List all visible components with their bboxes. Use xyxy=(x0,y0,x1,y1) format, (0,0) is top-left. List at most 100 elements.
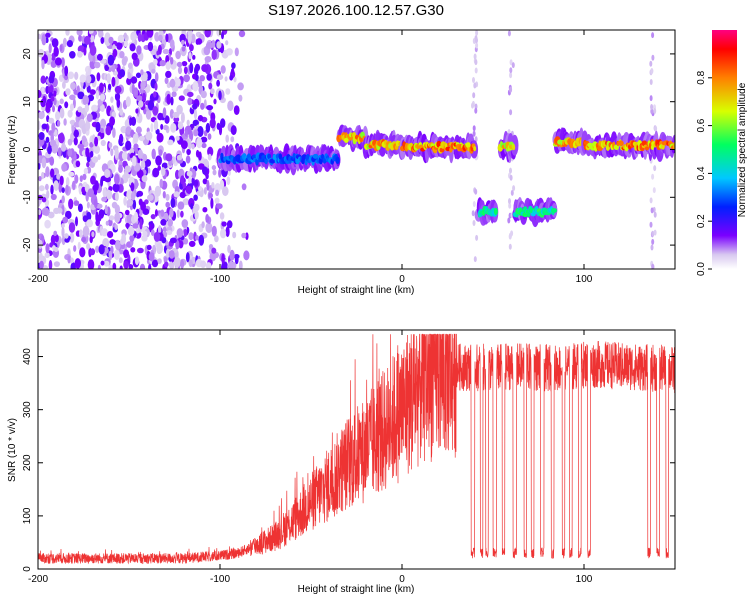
snr-y-tick-label: 300 xyxy=(22,401,33,418)
spectrogram-noise-cell xyxy=(61,227,65,238)
spectrogram-noise-cell xyxy=(83,167,89,175)
spectrogram-streak-cell xyxy=(472,125,476,132)
spectrogram-streak-cell xyxy=(651,238,655,245)
spectrogram-noise-cell xyxy=(202,178,208,185)
spectrogram-streak-cell xyxy=(651,230,655,237)
spectrogram-noise-cell xyxy=(224,76,228,82)
spectrogram-noise-cell xyxy=(82,225,90,237)
spectrogram-noise-cell xyxy=(173,191,180,198)
spectrogram-streak-cell xyxy=(653,165,657,172)
spectrogram-noise-cell xyxy=(160,219,167,226)
spectrogram-ridge-cell xyxy=(512,144,516,151)
spectrogram-noise-cell xyxy=(104,64,110,72)
spectrogram-noise-cell xyxy=(114,224,118,231)
spectrogram-noise-cell xyxy=(155,128,160,135)
spectrogram-noise-cell xyxy=(173,116,180,123)
spectrogram-noise-cell xyxy=(219,179,225,190)
spectrogram-noise-cell xyxy=(214,235,219,243)
spectrogram-noise-cell xyxy=(77,203,83,213)
spectrogram-noise-cell xyxy=(41,35,47,46)
spectrogram-noise-cell xyxy=(100,36,105,45)
spectrogram-noise-cell xyxy=(233,76,237,83)
spectrogram-y-tick-label: 20 xyxy=(22,48,33,60)
spectrogram-ridge-cell xyxy=(645,146,649,151)
spectrogram-noise-cell xyxy=(204,30,211,38)
spectrogram-noise-cell xyxy=(121,151,128,161)
spectrogram-noise-cell xyxy=(101,196,107,202)
spectrogram-streak-cell xyxy=(472,38,476,44)
spectrogram-noise-cell xyxy=(165,33,169,43)
spectrogram-noise-cell xyxy=(100,104,105,112)
spectrogram-noise-cell xyxy=(68,222,76,233)
spectrogram-noise-cell xyxy=(188,52,192,60)
spectrogram-noise-cell xyxy=(130,116,137,127)
spectrogram-streak-cell xyxy=(651,32,655,39)
spectrogram-noise-cell xyxy=(137,247,144,254)
spectrogram-noise-cell xyxy=(166,230,173,236)
spectrogram-noise-cell xyxy=(193,109,198,120)
spectrogram-noise-cell xyxy=(118,164,123,173)
spectrogram-noise-cell xyxy=(117,34,125,43)
spectrogram-streak-cell xyxy=(512,185,516,192)
spectrogram-noise-cell xyxy=(203,99,207,109)
spectrogram-noise-cell xyxy=(61,223,65,229)
spectrogram-noise-cell xyxy=(109,116,115,126)
spectrogram-noise-cell xyxy=(91,231,95,238)
spectrogram-noise-cell xyxy=(61,205,65,216)
spectrogram-noise-cell xyxy=(238,30,246,38)
spectrogram-noise-cell xyxy=(132,199,137,210)
spectrogram-noise-cell xyxy=(138,113,143,123)
spectrogram-noise-cell xyxy=(81,186,86,194)
spectrogram-streak-cell xyxy=(471,210,475,217)
spectrogram-noise-cell xyxy=(183,228,188,238)
spectrogram-noise-cell xyxy=(178,240,184,249)
spectrogram-noise-cell xyxy=(100,139,106,147)
spectrogram-noise-cell xyxy=(123,40,129,47)
spectrogram-x-tick-label: 0 xyxy=(399,274,405,285)
spectrogram-noise-cell xyxy=(82,173,87,181)
spectrogram-noise-cell xyxy=(53,46,59,57)
colorbar-tick-label: 0.4 xyxy=(696,166,707,180)
spectrogram-noise-cell xyxy=(208,244,214,250)
spectrogram-noise-cell xyxy=(118,257,123,264)
spectrogram-y-ticks: -20 -10 0 10 20 xyxy=(22,48,675,252)
spectrogram-noise-cell xyxy=(81,236,87,243)
spectrogram-noise-cell xyxy=(184,129,188,137)
spectrogram-noise-cell xyxy=(198,234,205,246)
spectrogram-noise-cell xyxy=(58,132,65,144)
spectrogram-noise-cell xyxy=(130,247,136,253)
spectrogram-noise-cell xyxy=(125,209,130,216)
spectrogram-noise-cell xyxy=(180,210,184,218)
spectrogram-noise-cell xyxy=(194,179,199,187)
spectrogram-ridge-cell xyxy=(267,153,272,160)
spectrogram-noise-cell xyxy=(120,238,125,245)
spectrogram-streak-cell xyxy=(649,60,653,67)
spectrogram-noise-cell xyxy=(156,132,164,143)
spectrogram-noise-cell xyxy=(130,31,137,42)
spectrogram-y-tick-label: 0 xyxy=(22,146,33,152)
spectrogram-noise-cell xyxy=(108,250,113,261)
spectrogram-noise-cell xyxy=(92,184,97,192)
spectrogram-streak-cell xyxy=(473,82,477,89)
spectrogram-noise-cell xyxy=(61,163,67,172)
spectrogram-noise-cell xyxy=(56,173,61,180)
spectrogram-streak-cell xyxy=(474,59,478,66)
spectrogram-noise-cell xyxy=(90,150,94,158)
spectrogram-noise-cell xyxy=(238,94,243,102)
spectrogram-noise-cell xyxy=(198,151,202,161)
spectrogram-noise-cell xyxy=(175,135,180,141)
spectrogram-noise-cell xyxy=(162,124,169,131)
spectrogram-streak-cell xyxy=(650,108,654,115)
spectrogram-noise-cell xyxy=(54,57,62,66)
spectrogram-noise-cell xyxy=(38,48,45,58)
spectrogram-noise-cell xyxy=(110,148,114,157)
spectrogram-noise-cell xyxy=(164,77,169,85)
spectrogram-noise-cell xyxy=(210,88,215,95)
spectrogram-noise-cell xyxy=(38,175,42,182)
spectrogram-noise-cell xyxy=(48,117,55,124)
spectrogram-noise-cell xyxy=(180,175,185,185)
spectrogram-noise-cell xyxy=(156,50,160,56)
spectrogram-noise-cell xyxy=(160,209,165,217)
colorbar-gradient xyxy=(712,30,737,269)
spectrogram-noise-cell xyxy=(208,192,213,199)
